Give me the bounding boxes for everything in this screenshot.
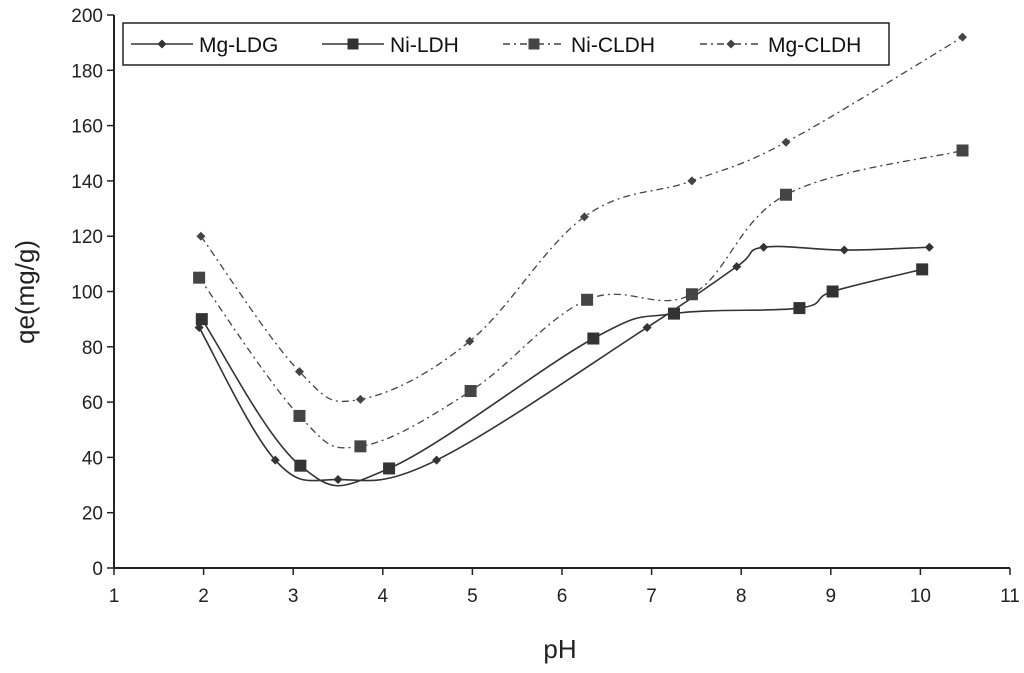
- y-tick-label: 0: [92, 559, 103, 580]
- x-tick-label: 5: [467, 586, 478, 607]
- y-tick-label: 80: [82, 338, 103, 359]
- data-point: [193, 271, 206, 284]
- series-line: [200, 36, 963, 403]
- series-ni-cldh: [193, 144, 969, 453]
- legend-item-ni-ldh: Ni-LDH: [322, 34, 459, 57]
- legend: Mg-LDG Ni-LDH Ni-CLDH Mg-CLDH: [122, 22, 890, 66]
- legend-item-mg-cldh: Mg-CLDH: [700, 34, 861, 57]
- x-tick-label: 9: [826, 586, 837, 607]
- x-tick-label: 1: [109, 586, 120, 607]
- series-mg-cldh: [196, 32, 968, 404]
- series-ni-ldh: [195, 263, 929, 487]
- series-line: [198, 149, 963, 449]
- legend-item-mg-ldg: Mg-LDG: [131, 34, 278, 57]
- legend-marker: [528, 38, 540, 50]
- data-point: [780, 188, 792, 201]
- data-point: [916, 263, 929, 276]
- x-tick-label: 6: [557, 586, 568, 607]
- y-axis-title: qe(mg/g): [10, 240, 40, 344]
- x-tick-label: 4: [378, 586, 389, 607]
- series-layer: [193, 32, 969, 487]
- x-tick-label: 8: [736, 586, 747, 607]
- data-point: [270, 455, 280, 465]
- data-point: [383, 462, 396, 475]
- x-tick-label: 3: [288, 586, 299, 607]
- data-point: [464, 385, 477, 398]
- ticks: 1 2 3 4 5 6 7 8 9 10 11 0 20 40 60 80 100 120 140 160 180 200: [71, 6, 1020, 607]
- data-point: [793, 302, 806, 315]
- data-point: [924, 242, 934, 252]
- data-point: [354, 440, 367, 453]
- x-axis-title: pH: [543, 634, 576, 664]
- data-point: [958, 32, 968, 42]
- y-tick-label: 40: [82, 448, 103, 469]
- series-mg-ldg: [194, 242, 934, 485]
- data-point: [293, 409, 306, 422]
- data-point: [581, 293, 594, 306]
- y-tick-label: 200: [71, 6, 103, 27]
- y-tick-label: 160: [71, 117, 103, 138]
- legend-label: Ni-CLDH: [571, 34, 655, 57]
- x-tick-label: 10: [910, 586, 931, 607]
- legend-label: Mg-LDG: [199, 34, 278, 57]
- y-tick-label: 60: [82, 393, 103, 414]
- legend-label: Ni-LDH: [390, 34, 459, 57]
- data-point: [355, 394, 365, 404]
- axes: [113, 15, 1010, 569]
- data-point: [668, 307, 680, 320]
- legend-marker: [157, 39, 167, 49]
- data-point: [333, 475, 343, 485]
- data-point: [685, 288, 698, 301]
- data-point: [579, 212, 589, 222]
- series-line: [201, 268, 923, 487]
- y-tick-label: 100: [71, 283, 103, 304]
- data-point: [781, 137, 791, 147]
- data-point: [687, 176, 697, 186]
- y-tick-label: 180: [71, 61, 103, 82]
- data-point: [194, 322, 204, 332]
- data-point: [196, 231, 206, 241]
- legend-marker: [726, 39, 736, 49]
- y-tick-label: 140: [71, 172, 103, 193]
- data-point: [956, 144, 969, 157]
- y-tick-label: 120: [71, 227, 103, 248]
- series-line: [198, 245, 930, 482]
- data-point: [642, 322, 652, 332]
- data-point: [732, 262, 742, 272]
- data-point: [826, 285, 839, 298]
- legend-item-ni-cldh: Ni-CLDH: [503, 34, 655, 57]
- x-tick-label: 11: [1000, 586, 1020, 607]
- data-point: [294, 459, 307, 472]
- data-point: [759, 242, 769, 252]
- legend-marker: [347, 38, 359, 50]
- y-tick-label: 20: [82, 504, 103, 525]
- x-tick-label: 2: [198, 586, 209, 607]
- legend-label: Mg-CLDH: [768, 34, 861, 57]
- data-point: [432, 455, 442, 465]
- data-point: [294, 367, 304, 377]
- data-point: [195, 313, 208, 326]
- data-point: [587, 332, 600, 345]
- data-point: [839, 245, 849, 255]
- x-tick-label: 7: [646, 586, 657, 607]
- data-point: [465, 336, 475, 346]
